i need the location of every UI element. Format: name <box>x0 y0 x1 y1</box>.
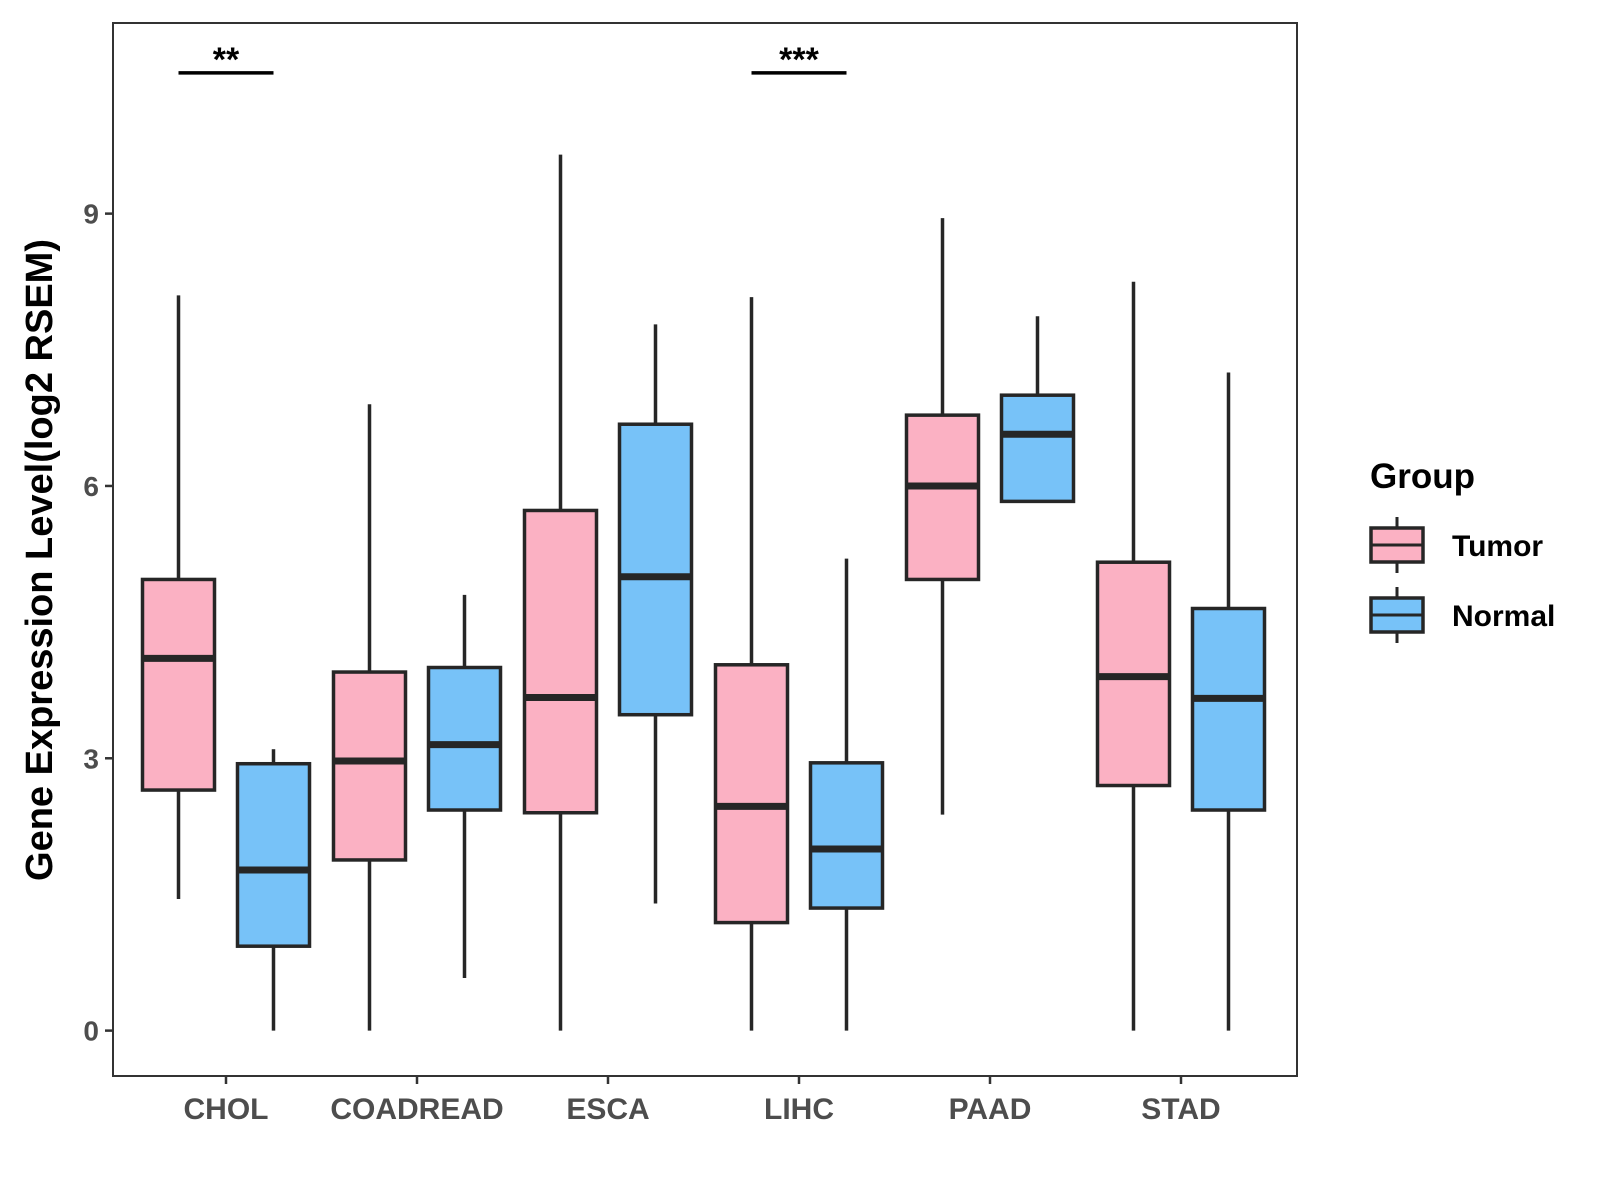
box-normal-esca <box>617 324 694 904</box>
y-axis-title: Gene Expression Level(log2 RSEM) <box>19 239 61 881</box>
y-tick-label: 6 <box>83 471 99 502</box>
box-normal-chol <box>235 749 312 1031</box>
legend-label: Tumor <box>1452 530 1543 563</box>
x-tick-label: PAAD <box>949 1093 1032 1126</box>
series-tumor <box>140 154 1172 1031</box>
legend-label: Normal <box>1452 600 1555 633</box>
significance-label: *** <box>779 41 819 79</box>
box-series <box>140 154 1267 1031</box>
x-axis: CHOL COADREAD ESCA LIHC PAAD STAD <box>184 1076 1221 1126</box>
box-body <box>331 670 408 862</box>
significance-annotations: ** *** <box>178 41 847 79</box>
box-tumor-chol <box>140 295 217 899</box>
x-tick-label: CHOL <box>184 1093 269 1126</box>
box-normal-lihc <box>808 558 885 1031</box>
legend-item-normal: Normal <box>1369 587 1555 643</box>
box-body <box>904 413 981 582</box>
box-body <box>808 761 885 910</box>
box-body <box>140 577 217 792</box>
plot-panel-border <box>112 22 1298 1077</box>
x-tick-label: COADREAD <box>330 1093 503 1126</box>
box-body <box>235 761 312 948</box>
x-tick-label: ESCA <box>566 1093 649 1126</box>
y-tick-label: 0 <box>83 1016 99 1047</box>
x-tick-label: LIHC <box>764 1093 834 1126</box>
box-tumor-lihc <box>713 297 790 1031</box>
box-tumor-esca <box>522 154 599 1031</box>
box-normal-stad <box>1190 372 1267 1031</box>
legend-title: Group <box>1370 457 1475 496</box>
y-tick-label: 9 <box>83 199 99 230</box>
box-body <box>522 508 599 815</box>
significance-label: ** <box>213 41 240 79</box>
box-tumor-coadread <box>331 404 408 1031</box>
legend: Group Tumor Normal <box>1369 457 1555 643</box>
box-normal-paad <box>999 316 1076 504</box>
x-tick-label: STAD <box>1141 1093 1220 1126</box>
box-body <box>999 393 1076 504</box>
plot-area <box>112 22 1298 1077</box>
legend-item-tumor: Tumor <box>1369 517 1543 573</box>
box-tumor-stad <box>1095 281 1172 1031</box>
box-body <box>1190 606 1267 812</box>
box-body <box>617 422 694 717</box>
box-body <box>426 665 503 812</box>
box-body <box>713 663 790 925</box>
series-normal <box>235 316 1267 1031</box>
y-tick-label: 3 <box>83 743 99 774</box>
box-tumor-paad <box>904 218 981 815</box>
y-axis: 0 3 6 9 <box>83 199 113 1047</box>
box-normal-coadread <box>426 594 503 978</box>
